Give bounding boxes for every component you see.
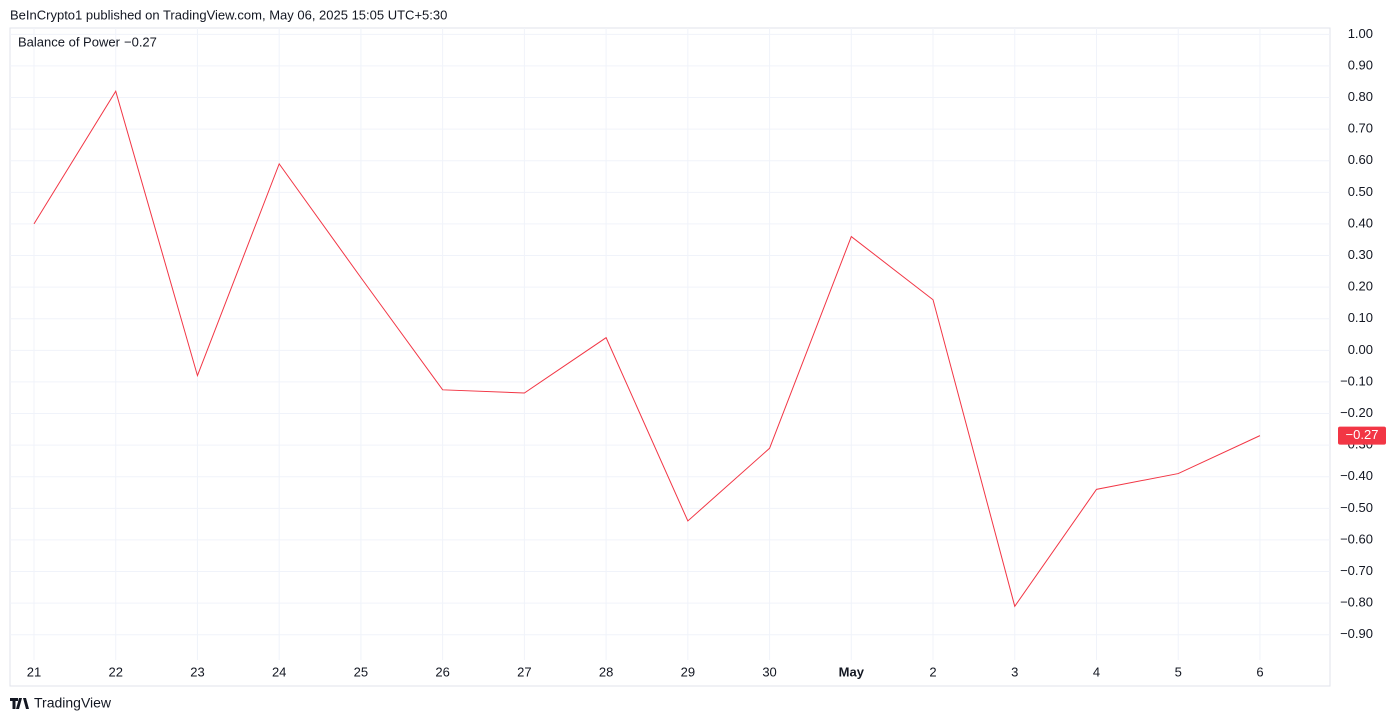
y-tick-label: −0.80 bbox=[1340, 595, 1373, 610]
y-tick-label: 0.50 bbox=[1348, 184, 1373, 199]
y-tick-label: 0.30 bbox=[1348, 247, 1373, 262]
y-tick-label: 0.10 bbox=[1348, 310, 1373, 325]
y-tick-label: −0.40 bbox=[1340, 468, 1373, 483]
y-tick-label: 0.60 bbox=[1348, 152, 1373, 167]
y-tick-label: −0.50 bbox=[1340, 500, 1373, 515]
y-tick-label: −0.20 bbox=[1340, 405, 1373, 420]
x-tick-label: 5 bbox=[1175, 664, 1182, 679]
y-tick-label: 0.90 bbox=[1348, 57, 1373, 72]
y-tick-label: 1.00 bbox=[1348, 26, 1373, 41]
x-tick-label: 25 bbox=[354, 664, 368, 679]
y-tick-label: 0.40 bbox=[1348, 215, 1373, 230]
y-tick-label: −0.70 bbox=[1340, 563, 1373, 578]
last-value-label: −0.27 bbox=[1346, 427, 1379, 442]
y-tick-label: 0.70 bbox=[1348, 121, 1373, 136]
y-tick-label: −0.10 bbox=[1340, 373, 1373, 388]
x-tick-label: 26 bbox=[435, 664, 449, 679]
x-tick-label: 6 bbox=[1256, 664, 1263, 679]
tv-logo: TradingView bbox=[10, 695, 112, 711]
plot bbox=[33, 89, 1261, 608]
x-tick-label: 23 bbox=[190, 664, 204, 679]
y-tick-label: 0.00 bbox=[1348, 342, 1373, 357]
last-value-badge bbox=[1338, 426, 1386, 445]
x-tick-label: 21 bbox=[27, 664, 41, 679]
x-tick-label: 24 bbox=[272, 664, 286, 679]
y-tick-label: 0.80 bbox=[1348, 89, 1373, 104]
series-line bbox=[33, 89, 1261, 608]
legend-name: Balance of Power bbox=[18, 34, 121, 49]
x-tick-label: 28 bbox=[599, 664, 613, 679]
x-tick-label: May bbox=[839, 664, 865, 679]
x-tick-label: 2 bbox=[929, 664, 936, 679]
x-tick-label: 4 bbox=[1093, 664, 1100, 679]
legend-value: −0.27 bbox=[124, 34, 157, 49]
publish-header: BeInCrypto1 published on TradingView.com… bbox=[10, 7, 447, 22]
grid bbox=[10, 28, 1330, 660]
footer-brand: TradingView bbox=[34, 695, 112, 711]
y-tick-label: −0.90 bbox=[1340, 626, 1373, 641]
x-tick-label: 3 bbox=[1011, 664, 1018, 679]
x-tick-label: 30 bbox=[762, 664, 776, 679]
x-tick-label: 22 bbox=[108, 664, 122, 679]
plot-frame bbox=[9, 27, 1331, 687]
y-tick-label: −0.60 bbox=[1340, 531, 1373, 546]
x-tick-label: 27 bbox=[517, 664, 531, 679]
y-tick-label: 0.20 bbox=[1348, 279, 1373, 294]
x-tick-label: 29 bbox=[681, 664, 695, 679]
